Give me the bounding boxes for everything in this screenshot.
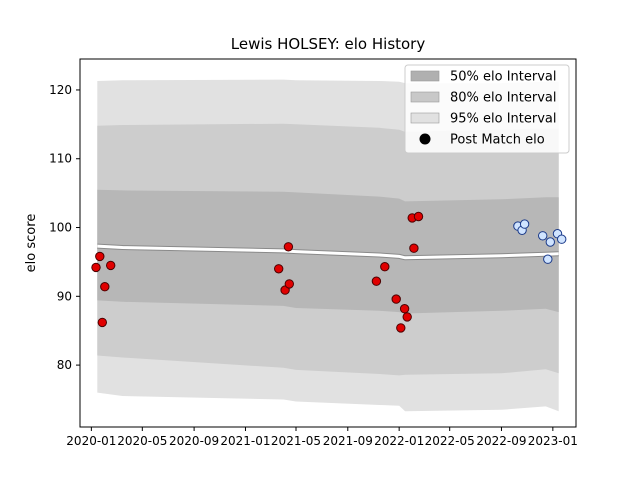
elo-point	[100, 282, 110, 292]
x-tick-label: 2022-09	[476, 434, 526, 448]
elo-point	[106, 260, 116, 271]
post-match-points	[91, 211, 567, 333]
elo-point	[413, 211, 424, 222]
y-axis-label: elo score	[24, 214, 39, 273]
elo-point	[97, 317, 108, 328]
tick-labels: 2020-01 2020-05 2020-09 2021-01 2021-05 2021-…	[49, 83, 578, 448]
legend-label: Post Match elo	[450, 133, 545, 148]
legend-box	[404, 64, 570, 154]
x-tick-label: 2021-09	[323, 434, 373, 448]
legend-label: 50% elo Interval	[450, 70, 557, 85]
plot-frame	[79, 58, 577, 428]
x-tick-label: 2023-01	[528, 434, 578, 448]
x-tick-label: 2020-09	[169, 434, 219, 448]
elo-point	[538, 231, 548, 241]
y-tick-label: 90	[57, 289, 72, 303]
elo-point	[543, 254, 553, 264]
x-tick-label: 2021-05	[271, 434, 321, 448]
elo-point	[545, 237, 555, 247]
x-tick-label: 2020-05	[117, 434, 167, 448]
legend: 50% elo Interval 80% elo Interval 95% elo …	[404, 64, 570, 154]
y-tick-label: 120	[49, 83, 72, 97]
elo-point	[95, 251, 105, 262]
x-tick-label: 2020-01	[66, 434, 116, 448]
center-line	[97, 244, 559, 260]
elo-point	[399, 304, 410, 314]
legend-label: 80% elo Interval	[450, 91, 557, 106]
elo-point	[557, 234, 567, 244]
legend-swatch	[410, 91, 440, 103]
elo-center-line	[97, 243, 559, 261]
y-tick-label: 100	[49, 221, 72, 235]
x-tick-label: 2021-01	[220, 434, 270, 448]
elo-point	[380, 262, 390, 272]
y-tick-label: 80	[57, 358, 72, 372]
elo-point	[371, 276, 382, 286]
elo-point	[402, 312, 412, 322]
legend-marker	[419, 133, 431, 145]
x-tick-label: 2022-01	[374, 434, 424, 448]
y-tick-label: 110	[49, 152, 72, 166]
elo-point	[519, 219, 530, 229]
x-tick-label: 2022-05	[425, 434, 475, 448]
chart-title: Lewis HOLSEY: elo History	[231, 35, 426, 53]
elo-point	[409, 243, 419, 253]
elo-point	[396, 323, 406, 333]
elo-point	[284, 279, 294, 289]
axes	[79, 58, 577, 428]
elo-point	[391, 294, 401, 304]
elo-point	[283, 242, 294, 252]
legend-swatch	[410, 70, 440, 82]
legend-swatch	[410, 112, 440, 124]
legend-label: 95% elo Interval	[450, 112, 557, 127]
elo-point	[91, 262, 101, 273]
elo-point	[274, 264, 284, 274]
interval-bands	[97, 79, 559, 412]
